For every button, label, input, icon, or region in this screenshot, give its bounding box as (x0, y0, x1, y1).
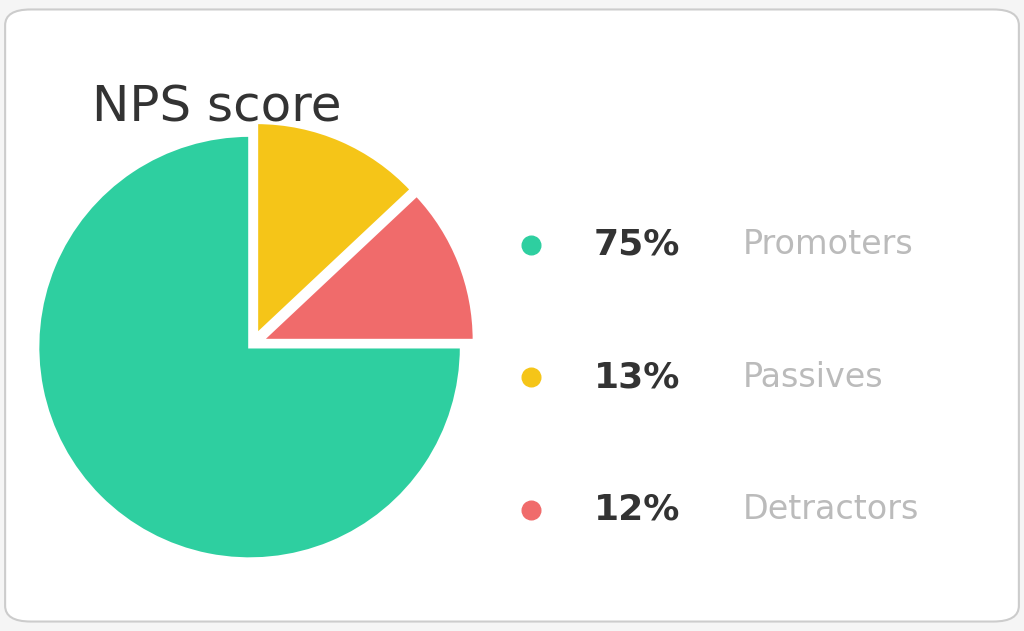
Text: Detractors: Detractors (743, 493, 920, 526)
Point (523, 372, 540, 382)
Text: 12%: 12% (594, 493, 680, 527)
Text: 75%: 75% (594, 228, 680, 262)
Point (523, 505, 540, 515)
Wedge shape (257, 123, 411, 334)
Wedge shape (38, 136, 461, 558)
Wedge shape (262, 196, 474, 340)
Text: Promoters: Promoters (743, 228, 913, 261)
Text: Passives: Passives (743, 361, 884, 394)
Text: NPS score: NPS score (92, 83, 342, 131)
FancyBboxPatch shape (5, 9, 1019, 622)
Point (523, 240, 540, 250)
Text: 13%: 13% (594, 360, 680, 394)
